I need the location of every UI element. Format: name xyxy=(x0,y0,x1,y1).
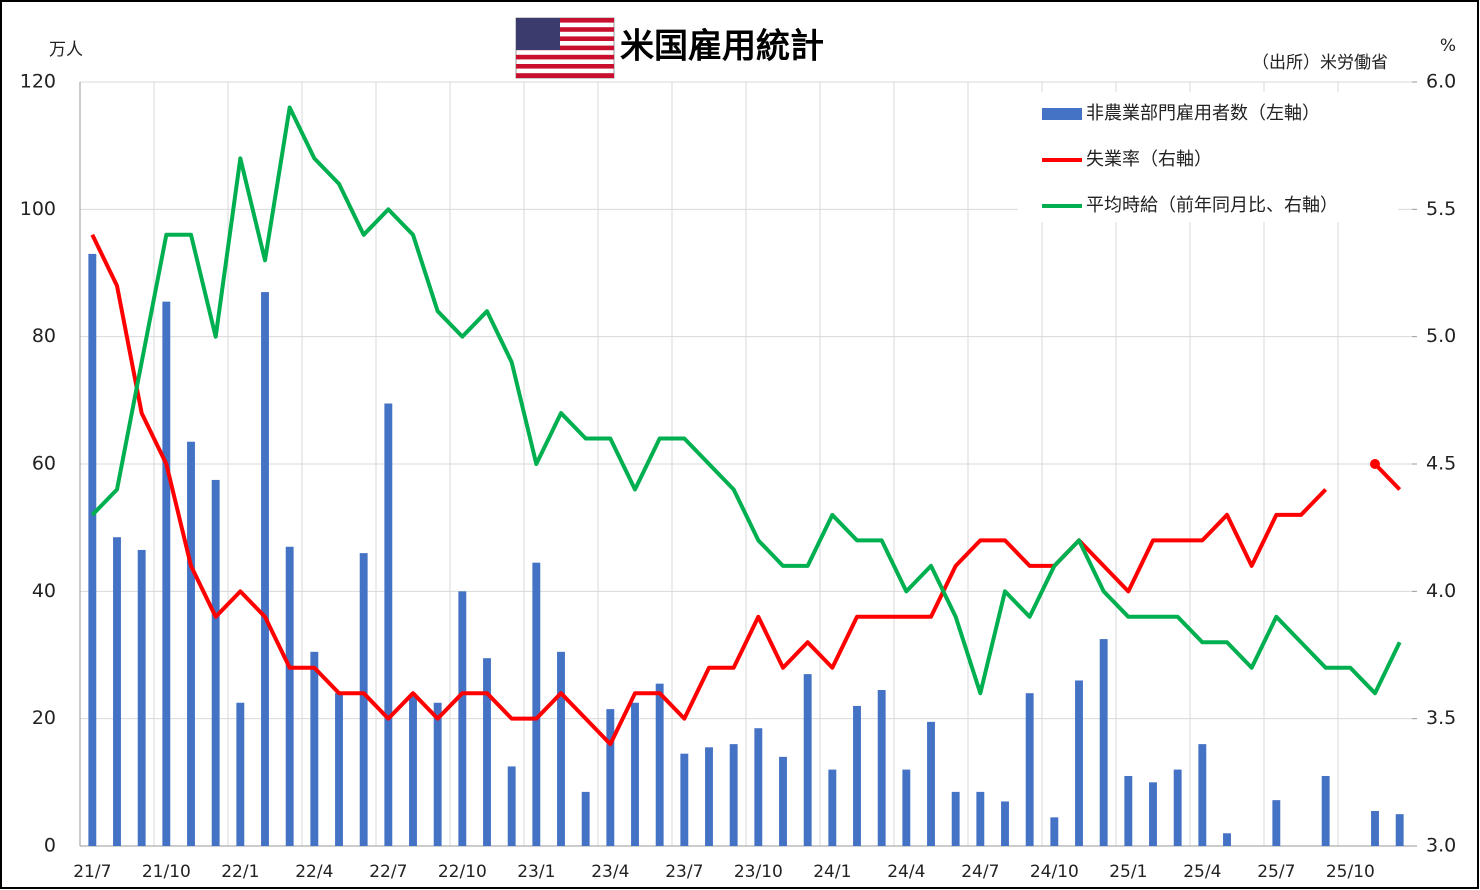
bar xyxy=(1001,801,1009,846)
bar xyxy=(1198,744,1207,846)
y-tick-label: 100 xyxy=(20,198,56,220)
y2-tick-label: 5.5 xyxy=(1426,198,1456,220)
bar xyxy=(1395,814,1404,846)
bar xyxy=(1149,782,1157,846)
legend: 非農業部門雇用者数（左軸） 失業率（右軸） 平均時給（前年同月比、右軸） xyxy=(1018,92,1398,222)
bar xyxy=(162,301,171,846)
bar xyxy=(1099,639,1108,846)
y2-tick-label: 5.0 xyxy=(1426,325,1456,347)
y-tick-label: 20 xyxy=(32,707,56,729)
y2-tick-label: 4.5 xyxy=(1426,453,1456,475)
bar xyxy=(137,549,146,846)
x-tick-label: 24/4 xyxy=(887,862,925,882)
x-tick-label: 24/7 xyxy=(961,862,999,882)
bar xyxy=(557,651,565,846)
x-tick-label: 23/1 xyxy=(517,862,555,882)
bar xyxy=(458,591,467,846)
bar xyxy=(335,693,343,846)
bar xyxy=(1173,769,1182,846)
bar xyxy=(1075,680,1083,846)
bar xyxy=(236,702,245,846)
y2-tick-label: 3.0 xyxy=(1426,835,1456,857)
x-tick-label: 22/4 xyxy=(295,862,333,882)
x-tick-label: 24/1 xyxy=(813,862,851,882)
segment-marker xyxy=(1370,459,1380,469)
bar xyxy=(359,553,368,846)
bar xyxy=(384,403,393,846)
bar xyxy=(581,791,590,846)
line xyxy=(90,233,1328,747)
flag xyxy=(515,17,615,79)
bar xyxy=(1321,775,1330,846)
y2-tick-label: 4.0 xyxy=(1426,580,1456,602)
y2-tick-label: 3.5 xyxy=(1426,707,1456,729)
y2-tick-label: 6.0 xyxy=(1426,71,1456,93)
x-tick-label: 21/7 xyxy=(73,862,111,882)
x-tick-label: 23/7 xyxy=(665,862,703,882)
line xyxy=(1373,462,1402,491)
x-tick-label: 24/10 xyxy=(1030,862,1079,882)
bar xyxy=(261,292,269,847)
y-tick-label: 0 xyxy=(44,835,56,857)
y-tick-label: 80 xyxy=(32,325,56,347)
bar xyxy=(927,721,935,846)
bar xyxy=(976,791,985,846)
bar xyxy=(88,253,97,846)
bar xyxy=(113,537,121,846)
x-tick-label: 25/10 xyxy=(1326,862,1375,882)
bar xyxy=(828,769,837,846)
x-tick-label: 25/7 xyxy=(1257,862,1295,882)
bar xyxy=(1050,817,1059,846)
x-tick-label: 21/10 xyxy=(142,862,191,882)
bar xyxy=(902,769,911,846)
y2-unit: % xyxy=(1440,36,1456,56)
bar xyxy=(211,479,220,846)
legend-swatch xyxy=(1042,108,1082,120)
bar xyxy=(754,728,763,846)
bar xyxy=(853,705,861,846)
bar xyxy=(433,702,442,846)
bar xyxy=(803,674,812,846)
bar xyxy=(310,651,319,846)
chart-title: 米国雇用統計 xyxy=(620,27,824,67)
x-tick-label: 25/4 xyxy=(1183,862,1221,882)
y-tick-label: 60 xyxy=(32,453,56,475)
bar xyxy=(631,702,639,846)
legend-label: 平均時給（前年同月比、右軸） xyxy=(1086,195,1338,216)
bar xyxy=(655,683,664,846)
bar xyxy=(285,546,294,846)
bar xyxy=(1272,800,1281,846)
y-tick-label: 40 xyxy=(32,580,56,602)
y-tick-label: 120 xyxy=(20,71,56,93)
x-tick-label: 22/7 xyxy=(369,862,407,882)
bar xyxy=(507,766,516,846)
bar xyxy=(729,744,738,846)
x-tick-label: 22/10 xyxy=(438,862,487,882)
x-tick-label: 25/1 xyxy=(1109,862,1147,882)
bar xyxy=(483,658,491,846)
x-tick-label: 23/4 xyxy=(591,862,629,882)
bar xyxy=(877,690,886,846)
legend-label: 失業率（右軸） xyxy=(1086,149,1212,170)
x-tick-label: 22/1 xyxy=(221,862,259,882)
line xyxy=(90,105,1402,696)
bar xyxy=(779,756,787,846)
bar xyxy=(1025,693,1034,846)
bar xyxy=(1124,775,1133,846)
bar xyxy=(1371,810,1379,846)
bar xyxy=(409,696,417,846)
source: （出所）米労働省 xyxy=(1252,53,1388,73)
bar xyxy=(532,562,541,846)
bar xyxy=(705,747,713,846)
x-tick-label: 23/10 xyxy=(734,862,783,882)
bar xyxy=(187,441,195,846)
y-unit: 万人 xyxy=(49,40,83,60)
bar xyxy=(951,791,960,846)
bar xyxy=(606,709,615,846)
bar xyxy=(1223,833,1231,846)
legend-label: 非農業部門雇用者数（左軸） xyxy=(1086,103,1320,124)
bar xyxy=(680,753,689,846)
